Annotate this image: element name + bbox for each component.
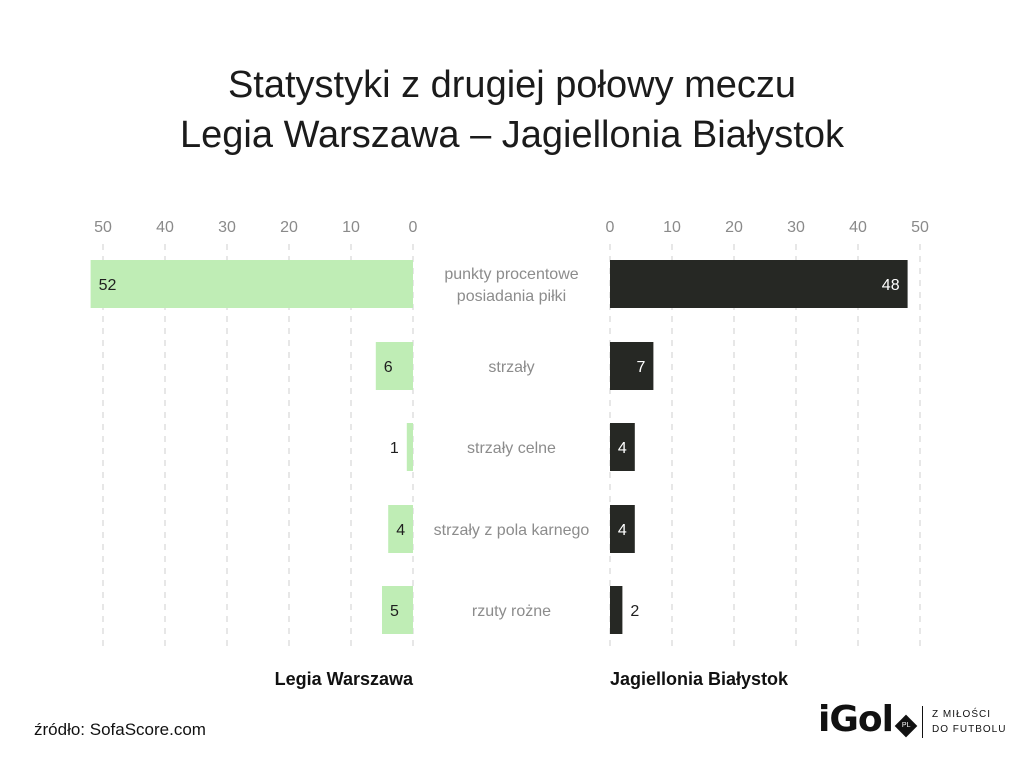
- brand-divider: [922, 706, 923, 738]
- bar-away: [610, 505, 635, 553]
- bar-home: [382, 586, 413, 634]
- bar-home: [406, 423, 413, 471]
- brand-badge-icon: PL: [894, 714, 918, 738]
- brand-logo: iGol: [818, 699, 894, 740]
- category-label: strzały z pola karnego: [434, 522, 590, 539]
- bar-away: [610, 260, 908, 308]
- category-label: strzały celne: [467, 440, 556, 457]
- tick-label-left: 50: [94, 219, 112, 236]
- brand-tagline-line-2: DO FUTBOLU: [932, 724, 1007, 735]
- value-label-away: 4: [618, 440, 627, 457]
- tick-label-left: 10: [342, 219, 360, 236]
- value-label-home: 6: [384, 359, 393, 376]
- value-label-away: 7: [636, 359, 645, 376]
- brand-tagline: Z MIŁOŚCI DO FUTBOLU: [932, 707, 1006, 737]
- bar-home: [90, 260, 413, 308]
- chart-title-line-2: Legia Warszawa – Jagiellonia Białystok: [180, 114, 844, 156]
- tick-label-right: 10: [663, 219, 681, 236]
- bar-home: [375, 342, 413, 390]
- chart-title-line-1: Statystyki z drugiej połowy meczu: [227, 64, 797, 106]
- bar-away: [610, 423, 635, 471]
- tick-label-left: 40: [156, 219, 174, 236]
- category-label: punkty procentowe: [444, 266, 578, 283]
- tick-label-left: 20: [280, 219, 298, 236]
- tick-label-right: 50: [911, 219, 929, 236]
- brand-logo-block: iGol PL Z MIŁOŚCI DO FUTBOLU: [818, 698, 1008, 744]
- tick-label-right: 40: [849, 219, 867, 236]
- value-label-away: 2: [630, 603, 639, 620]
- value-label-home: 52: [99, 277, 117, 294]
- bar-away: [610, 342, 654, 390]
- value-label-away: 4: [618, 522, 627, 539]
- value-label-away: 48: [882, 277, 900, 294]
- tick-label-right: 0: [606, 219, 615, 236]
- brand-tagline-line-1: Z MIŁOŚCI: [932, 709, 992, 720]
- chart-title: Statystyki z drugiej połowy meczu Legia …: [0, 60, 1024, 160]
- source-note: źródło: SofaScore.com: [34, 720, 206, 739]
- bar-home: [388, 505, 413, 553]
- category-label: strzały: [488, 359, 534, 376]
- tick-label-right: 20: [725, 219, 743, 236]
- brand-badge-text: PL: [901, 722, 911, 729]
- tick-label-left: 30: [218, 219, 236, 236]
- value-label-home: 5: [390, 603, 399, 620]
- category-label: posiadania piłki: [457, 288, 566, 305]
- value-label-home: 4: [396, 522, 405, 539]
- category-label: rzuty rożne: [472, 603, 551, 620]
- value-label-home: 1: [390, 440, 399, 457]
- team-label-home: Legia Warszawa: [275, 669, 414, 689]
- tick-label-left: 0: [409, 219, 418, 236]
- bar-away: [610, 586, 623, 634]
- team-label-away: Jagiellonia Białystok: [610, 669, 789, 689]
- tick-label-right: 30: [787, 219, 805, 236]
